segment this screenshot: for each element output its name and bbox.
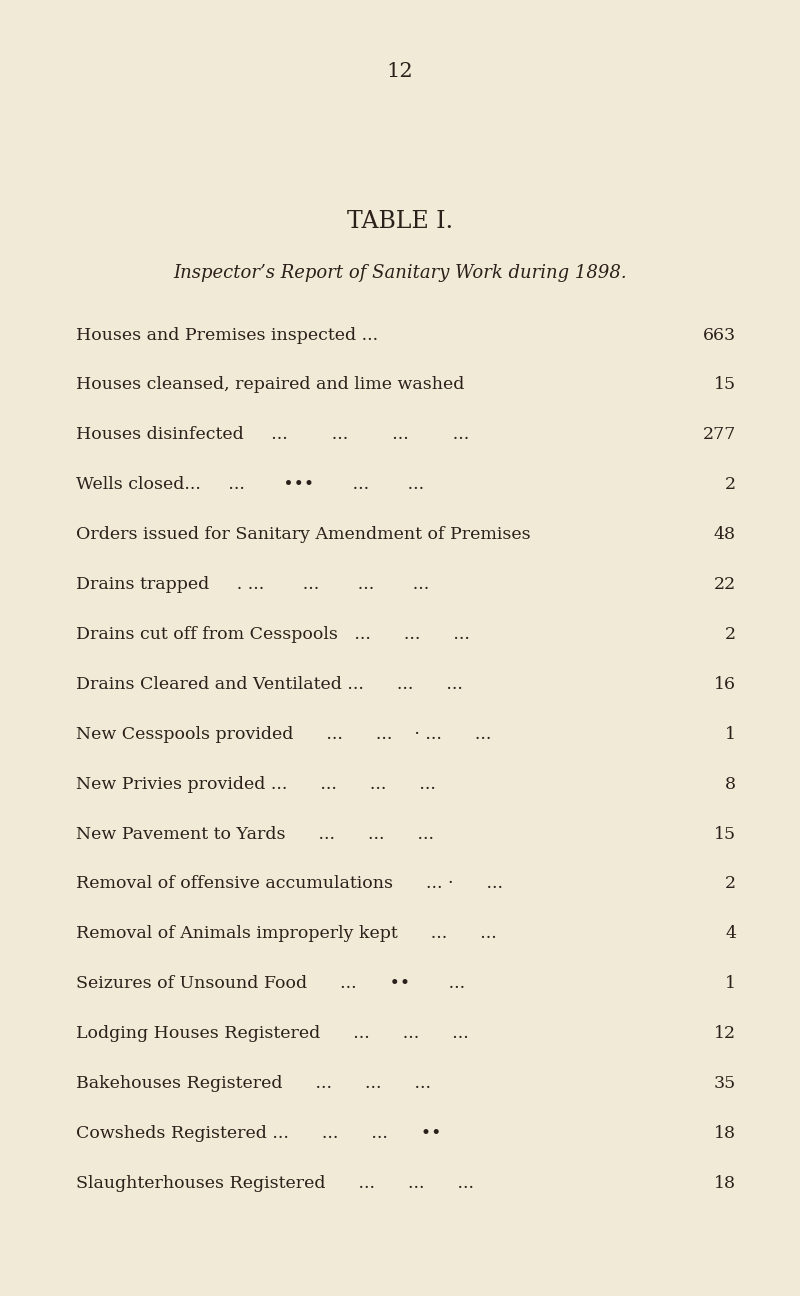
Text: 12: 12	[714, 1025, 736, 1042]
Text: Houses disinfected     ...        ...        ...        ...: Houses disinfected ... ... ... ...	[76, 426, 470, 443]
Text: 1: 1	[725, 726, 736, 743]
Text: 22: 22	[714, 575, 736, 594]
Text: 12: 12	[386, 62, 414, 82]
Text: 663: 663	[703, 327, 736, 343]
Text: 18: 18	[714, 1174, 736, 1192]
Text: 16: 16	[714, 677, 736, 693]
Text: 2: 2	[725, 626, 736, 643]
Text: TABLE I.: TABLE I.	[347, 210, 453, 233]
Text: Lodging Houses Registered      ...      ...      ...: Lodging Houses Registered ... ... ...	[76, 1025, 469, 1042]
Text: Drains trapped     . ...       ...       ...       ...: Drains trapped . ... ... ... ...	[76, 575, 430, 594]
Text: New Cesspools provided      ...      ...    · ...      ...: New Cesspools provided ... ... · ... ...	[76, 726, 491, 743]
Text: New Privies provided ...      ...      ...      ...: New Privies provided ... ... ... ...	[76, 775, 436, 793]
Text: 8: 8	[725, 775, 736, 793]
Text: Bakehouses Registered      ...      ...      ...: Bakehouses Registered ... ... ...	[76, 1076, 431, 1093]
Text: 15: 15	[714, 376, 736, 394]
Text: Houses cleansed, repaired and lime washed: Houses cleansed, repaired and lime washe…	[76, 376, 464, 394]
Text: Inspector’s Report of Sanitary Work during 1898.: Inspector’s Report of Sanitary Work duri…	[173, 264, 627, 283]
Text: Wells closed...     ...       •••       ...       ...: Wells closed... ... ••• ... ...	[76, 477, 424, 494]
Text: 48: 48	[714, 526, 736, 543]
Text: Removal of Animals improperly kept      ...      ...: Removal of Animals improperly kept ... .…	[76, 925, 497, 942]
Text: Orders issued for Sanitary Amendment of Premises: Orders issued for Sanitary Amendment of …	[76, 526, 530, 543]
Text: Removal of offensive accumulations      ... ·      ...: Removal of offensive accumulations ... ·…	[76, 876, 503, 893]
Text: Drains cut off from Cesspools   ...      ...      ...: Drains cut off from Cesspools ... ... ..…	[76, 626, 470, 643]
Text: Slaughterhouses Registered      ...      ...      ...: Slaughterhouses Registered ... ... ...	[76, 1174, 474, 1192]
Text: 2: 2	[725, 477, 736, 494]
Text: 4: 4	[725, 925, 736, 942]
Text: 15: 15	[714, 826, 736, 842]
Text: Seizures of Unsound Food      ...      ••       ...: Seizures of Unsound Food ... •• ...	[76, 975, 465, 993]
Text: Drains Cleared and Ventilated ...      ...      ...: Drains Cleared and Ventilated ... ... ..…	[76, 677, 463, 693]
Text: 1: 1	[725, 975, 736, 993]
Text: 35: 35	[714, 1076, 736, 1093]
Text: 277: 277	[702, 426, 736, 443]
Text: 2: 2	[725, 876, 736, 893]
Text: Cowsheds Registered ...      ...      ...      ••: Cowsheds Registered ... ... ... ••	[76, 1125, 442, 1142]
Text: 18: 18	[714, 1125, 736, 1142]
Text: Houses and Premises inspected ...: Houses and Premises inspected ...	[76, 327, 378, 343]
Text: New Pavement to Yards      ...      ...      ...: New Pavement to Yards ... ... ...	[76, 826, 434, 842]
